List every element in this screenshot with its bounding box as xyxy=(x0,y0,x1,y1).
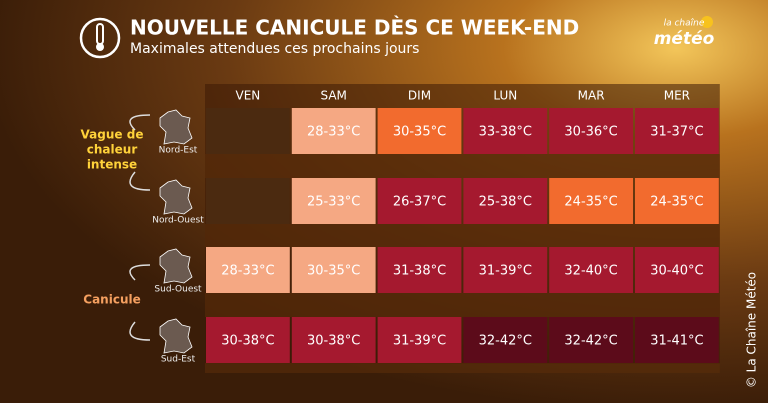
cell xyxy=(635,108,719,154)
cell-value: 31-39°C xyxy=(479,264,532,279)
cell xyxy=(463,247,548,293)
cell-value: 31-38°C xyxy=(393,264,446,279)
group-label: chaleur xyxy=(87,143,138,157)
group-arrow xyxy=(129,171,151,191)
cell xyxy=(291,108,376,154)
cell xyxy=(463,178,548,224)
column-header: MER xyxy=(664,89,690,103)
cell-value: 28-33°C xyxy=(221,264,274,279)
cell xyxy=(377,108,462,154)
cell xyxy=(635,317,719,363)
cell-value: 26-37°C xyxy=(393,195,446,210)
column-header: DIM xyxy=(408,89,431,103)
cell xyxy=(206,178,290,224)
cell xyxy=(206,247,290,293)
cell-value: 30-36°C xyxy=(564,125,617,140)
cell xyxy=(377,247,462,293)
region-map xyxy=(159,109,193,145)
cell-value: 30-40°C xyxy=(650,264,703,279)
row-strip xyxy=(205,293,720,317)
group-label: Vague de xyxy=(81,128,144,142)
cell xyxy=(291,317,376,363)
logo-main: météo xyxy=(654,29,715,49)
cell-value: 30-38°C xyxy=(307,334,360,349)
region-label: Nord-Ouest xyxy=(152,216,204,226)
group-label: Canicule xyxy=(83,293,140,307)
cell xyxy=(206,108,290,154)
cell-value: 30-38°C xyxy=(221,334,274,349)
row-strip xyxy=(205,154,720,178)
column-header: LUN xyxy=(493,89,517,103)
cell xyxy=(291,178,376,224)
region-label: Sud-Ouest xyxy=(154,285,202,295)
cell xyxy=(291,247,376,293)
subtitle: Maximales attendues ces prochains jours xyxy=(130,41,419,57)
cell-value: 31-37°C xyxy=(650,125,703,140)
column-header: SAM xyxy=(320,89,346,103)
cell xyxy=(635,247,719,293)
logo: la chaîne météo xyxy=(654,16,715,49)
cell-value: 32-40°C xyxy=(564,264,617,279)
group-label: intense xyxy=(87,158,137,172)
cell xyxy=(377,178,462,224)
group-arrow xyxy=(129,321,151,341)
cell-value: 28-33°C xyxy=(307,125,360,140)
column-header: MAR xyxy=(578,89,605,103)
group-arrow xyxy=(129,114,151,131)
column-header: VEN xyxy=(236,89,261,103)
cell-value: 24-35°C xyxy=(564,195,617,210)
cell-value: 25-33°C xyxy=(307,195,360,210)
cell-value: 30-35°C xyxy=(307,264,360,279)
region-label: Nord-Est xyxy=(159,146,198,156)
cell-value: 30-35°C xyxy=(393,125,446,140)
title: NOUVELLE CANICULE DÈS CE WEEK-END xyxy=(130,16,579,40)
group-arrow xyxy=(129,264,151,281)
cell xyxy=(549,178,633,224)
cell xyxy=(635,178,719,224)
cell-value: 31-41°C xyxy=(650,334,703,349)
cell-value: 32-42°C xyxy=(564,334,617,349)
region-map xyxy=(159,318,193,354)
row-strip xyxy=(205,363,720,373)
cell-value: 25-38°C xyxy=(479,195,532,210)
cell xyxy=(463,108,548,154)
cell-value: 33-38°C xyxy=(479,125,532,140)
row-strip xyxy=(205,224,720,247)
cell xyxy=(549,247,633,293)
cell xyxy=(549,317,633,363)
cell xyxy=(549,108,633,154)
logo-top: la chaîne xyxy=(664,19,705,29)
cell xyxy=(463,317,548,363)
region-map xyxy=(159,248,193,284)
region-label: Sud-Est xyxy=(161,355,196,365)
cell-value: 32-42°C xyxy=(479,334,532,349)
thermometer-icon xyxy=(79,17,121,59)
cell-value: 24-35°C xyxy=(650,195,703,210)
cell-value: 31-39°C xyxy=(393,334,446,349)
cell xyxy=(377,317,462,363)
region-map xyxy=(159,179,193,215)
copyright: © La Chaîne Météo xyxy=(745,272,759,388)
cell xyxy=(206,317,290,363)
